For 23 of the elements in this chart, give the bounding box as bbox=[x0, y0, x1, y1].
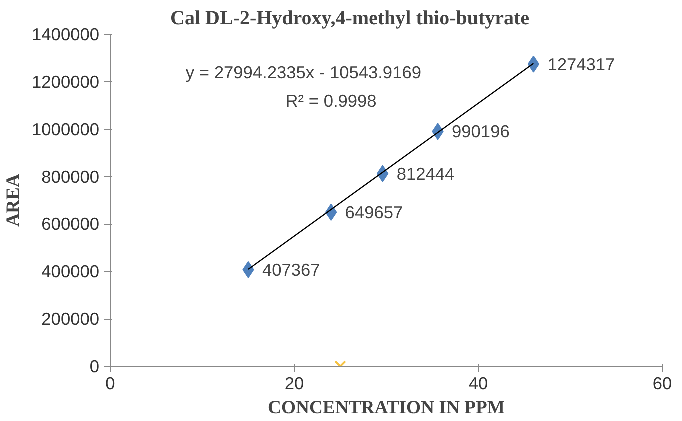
data-label: 812444 bbox=[396, 164, 456, 184]
x-tick-label: 40 bbox=[468, 374, 488, 394]
x-axis-title: CONCENTRATION IN PPM bbox=[268, 398, 506, 418]
annotation: y = 27994.2335x - 10543.9169 bbox=[186, 62, 422, 82]
x-tick-label: 20 bbox=[284, 374, 304, 394]
y-tick-label: 400000 bbox=[42, 262, 100, 282]
y-tick-label: 1000000 bbox=[32, 119, 100, 140]
x-tick-label: 0 bbox=[106, 374, 116, 394]
chart-title: Cal DL-2-Hydroxy,4-methyl thio-butyrate bbox=[170, 8, 530, 30]
data-label: 407367 bbox=[262, 260, 320, 280]
y-tick-label: 200000 bbox=[42, 309, 100, 330]
annotation: R² = 0.9998 bbox=[286, 90, 377, 111]
x-tick-label: 60 bbox=[652, 374, 672, 394]
y-tick-label: 1400000 bbox=[32, 24, 100, 44]
data-label: 649657 bbox=[345, 202, 404, 222]
y-tick-label: 600000 bbox=[42, 214, 100, 234]
point bbox=[528, 56, 540, 73]
data-label: 1274317 bbox=[548, 54, 616, 74]
y-axis-title: AREA bbox=[3, 174, 24, 227]
y-tick-label: 800000 bbox=[42, 166, 100, 187]
y-tick-label: 1200000 bbox=[32, 72, 100, 92]
y-tick-label: 0 bbox=[90, 356, 100, 376]
data-label: 990196 bbox=[452, 122, 510, 142]
